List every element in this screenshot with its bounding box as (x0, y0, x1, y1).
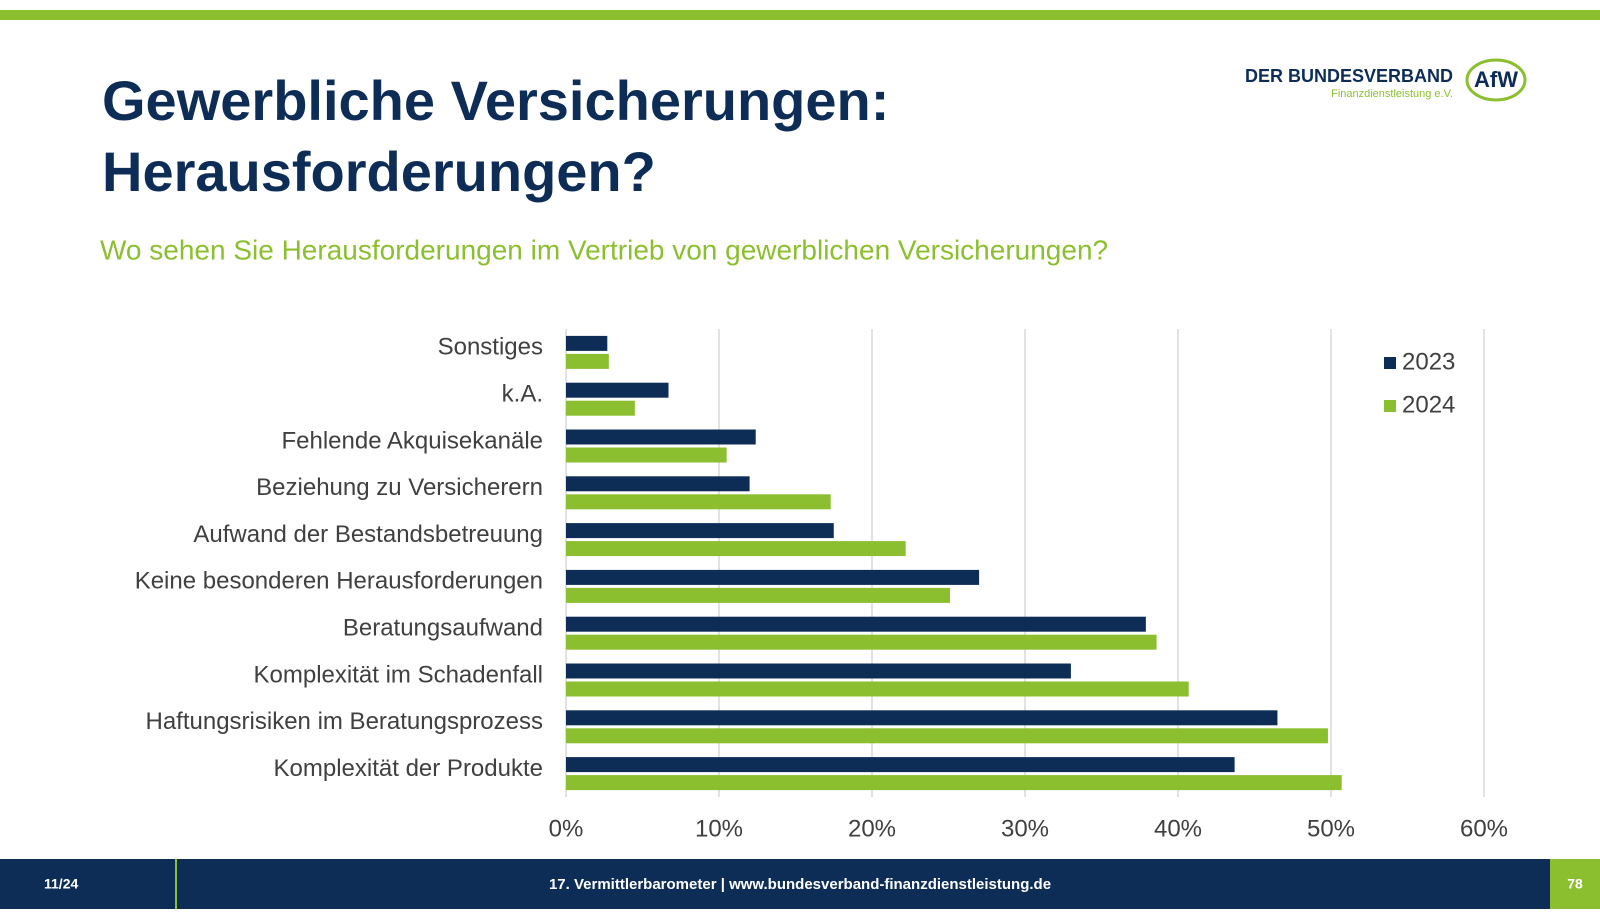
slide-title: Herausforderungen? (102, 140, 656, 203)
x-tick-label: 60% (1460, 815, 1508, 842)
y-tick-label: Sonstiges (438, 334, 543, 361)
footer-number-box (1550, 859, 1600, 909)
bar (566, 429, 756, 445)
footer-bar (0, 859, 1600, 909)
bar (566, 382, 669, 398)
y-tick-label: Fehlende Akquisekanäle (281, 427, 543, 454)
x-tick-label: 30% (1001, 815, 1049, 842)
y-tick-label: Keine besonderen Herausforderungen (135, 568, 543, 595)
bar (566, 335, 608, 351)
slide-title: Gewerbliche Versicherungen: (102, 69, 889, 132)
bar (566, 757, 1235, 773)
y-tick-label: Haftungsrisiken im Beratungsprozess (145, 708, 543, 735)
legend-label: 2024 (1402, 391, 1455, 418)
y-tick-label: Aufwand der Bestandsbetreuung (193, 521, 543, 548)
y-tick-label: Beziehung zu Versicherern (256, 474, 543, 501)
bar (566, 634, 1157, 650)
x-tick-label: 50% (1307, 815, 1355, 842)
bar (566, 494, 831, 510)
bar (566, 775, 1342, 791)
footer-page: 11/24 (44, 876, 78, 892)
y-tick-label: Komplexität der Produkte (274, 755, 543, 782)
bar (566, 447, 727, 463)
legend-label: 2023 (1402, 348, 1455, 375)
bar (566, 587, 951, 603)
bar (566, 681, 1189, 697)
bar (566, 353, 609, 369)
bar (566, 476, 750, 492)
bar (566, 569, 980, 585)
y-tick-label: Komplexität im Schadenfall (254, 661, 543, 688)
bar (566, 541, 906, 557)
y-tick-label: Beratungsaufwand (343, 615, 543, 642)
logo-ring (1465, 58, 1527, 102)
bar (566, 728, 1328, 744)
logo-mark: AfW (1474, 67, 1518, 92)
subtitle: Wo sehen Sie Herausforderungen im Vertri… (100, 234, 1108, 265)
footer-text: 17. Vermittlerbarometer | www.bundesverb… (549, 876, 1051, 893)
x-tick-label: 40% (1154, 815, 1202, 842)
legend-swatch (1384, 357, 1396, 369)
bar (566, 616, 1146, 632)
y-tick-label: k.A. (502, 381, 543, 408)
x-tick-label: 10% (695, 815, 743, 842)
bar (566, 400, 635, 416)
legend-swatch (1384, 400, 1396, 412)
x-tick-label: 0% (549, 815, 584, 842)
footer-number: 78 (1567, 876, 1583, 892)
bar (566, 663, 1071, 679)
x-tick-label: 20% (848, 815, 896, 842)
top-bar (0, 10, 1600, 20)
bar (566, 523, 834, 539)
logo-name: DER BUNDESVERBAND (1245, 66, 1453, 86)
logo-subname: Finanzdienstleistung e.V. (1331, 88, 1453, 100)
bar (566, 710, 1278, 726)
